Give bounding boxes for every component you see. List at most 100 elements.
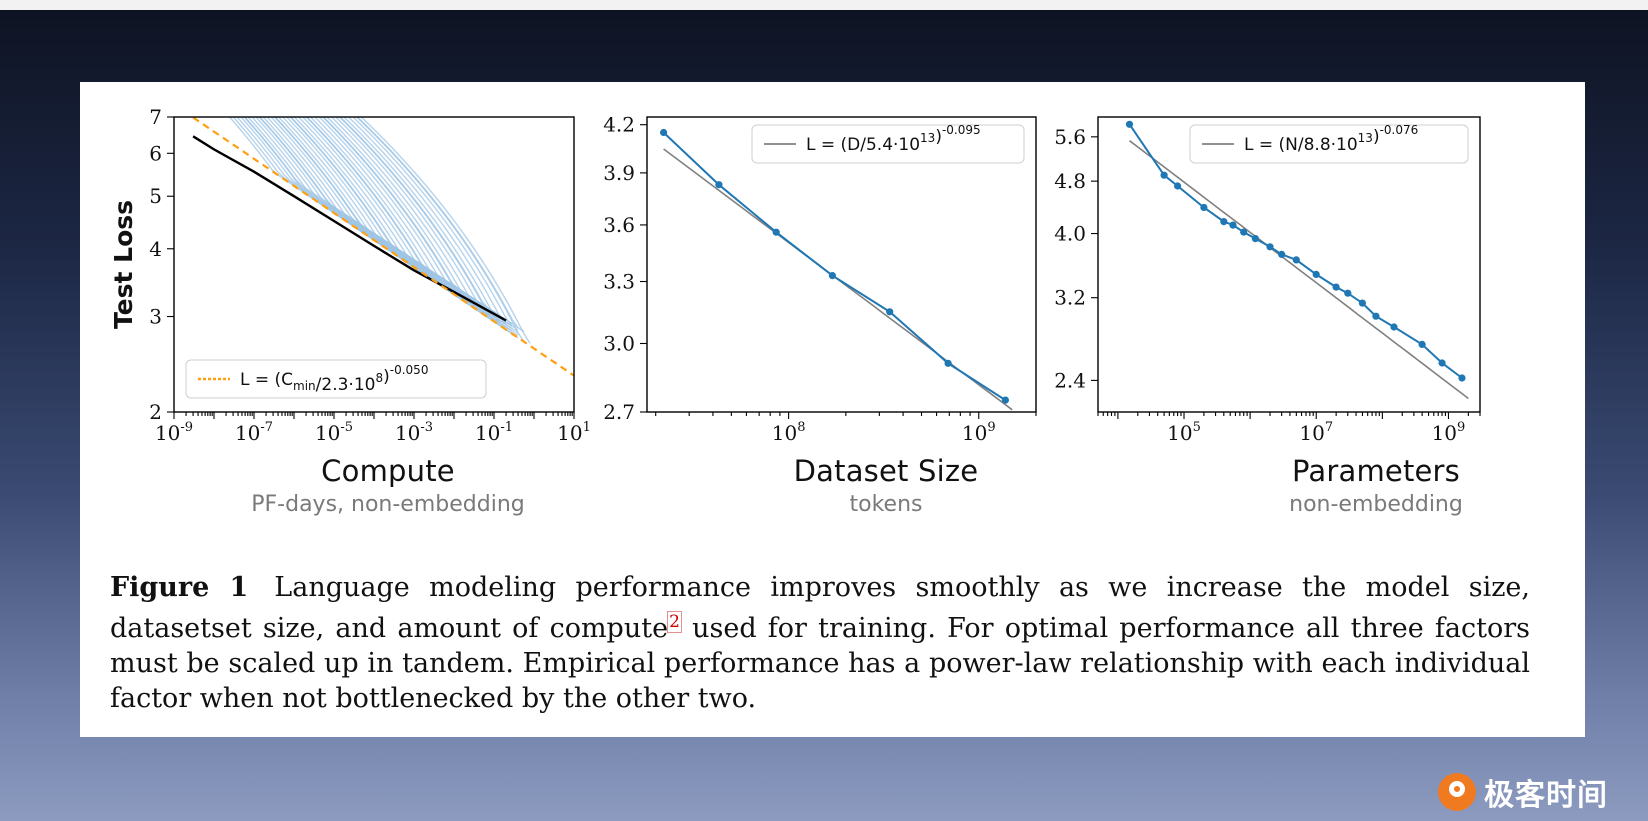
data-point [1390,323,1398,331]
data-point [1160,171,1168,179]
data-series-line [662,131,1006,401]
caption-text-1: Language modeling performance improves s… [110,572,1530,644]
training-curve [321,117,501,327]
y-tick-label: 3.0 [603,331,635,355]
legend-box [185,359,487,399]
legend: L = (N/8.8·1013)-0.076 [1189,123,1469,164]
y-tick-label: 3 [149,305,162,329]
legend-label: L = (D/5.4·1013)-0.095 [806,123,981,155]
training-curve [301,117,501,319]
brand-watermark: 极客时间 [1438,770,1608,814]
brand-name: 极客时间 [1484,778,1608,813]
legend: L = (Cmin/2.3·108)-0.050 [185,359,487,399]
legend-label: L = (Cmin/2.3·108)-0.050 [240,363,428,395]
training-curve [360,117,531,344]
data-point [828,272,837,280]
x-tick-label: 109 [962,420,996,445]
plot-area [192,117,574,377]
data-point [1278,250,1286,258]
y-tick-label: 2 [149,400,162,424]
y-tick-label: 4.0 [1054,222,1086,246]
y-tick-label: 4.2 [603,113,635,137]
data-point [886,308,894,316]
training-curve [297,117,495,318]
legend-box [751,124,1025,164]
data-point [1125,120,1134,128]
axes-frame [646,116,1037,413]
parameters-axis-subtitle: non-embedding [1289,492,1463,517]
data-point [1292,256,1300,264]
y-axis-title: Test Loss [109,200,138,329]
y-tick-label: 2.7 [603,400,635,424]
x-tick-label: 10-5 [315,420,353,445]
training-curve [338,117,495,322]
data-point [1174,182,1182,190]
data-point [1358,299,1366,307]
figure-card: 10-9 10-7 10-5 10-3 10-1 101 2 3 4 5 6 7 Test Loss L … [80,82,1585,737]
data-point [1240,228,1248,236]
x-tick-label: 10-1 [475,420,513,445]
x-tick-label: 101 [557,420,591,445]
data-point [1251,235,1259,243]
training-curve [351,117,513,327]
legend-box [1189,124,1469,164]
figure-caption: Figure 1 Language modeling performance im… [110,570,1530,716]
training-curve [318,117,495,315]
top-band [0,0,1648,10]
plot-area [1125,120,1469,400]
y-tick-label: 3.3 [603,270,635,294]
data-point [1458,374,1466,382]
y-tick-label: 3.6 [603,213,635,237]
plot-area [660,128,1013,411]
x-tick-label: 10-7 [235,420,273,445]
training-curve [334,117,519,331]
data-point [1438,359,1446,367]
chart-2: 108 109 2.7 3.0 3.3 3.6 3.9 4.2 L = (D/5.4·1013)… [603,113,1037,445]
x-tick-label: 10-3 [395,420,433,445]
training-curve [330,117,513,330]
y-tick-label: 7 [149,105,162,129]
brand-logo-icon [1438,773,1476,811]
x-tick-label: 108 [772,420,806,445]
data-point [660,128,668,137]
compute-frontier-line [192,135,507,322]
dataset-axis-title: Dataset Size [793,454,979,488]
y-tick-label: 5.6 [1054,125,1086,149]
data-point [1200,203,1208,212]
y-tick-label: 4 [149,237,162,261]
power-law-fit-line [192,117,574,377]
training-curve [342,117,501,324]
dataset-axis-subtitle: tokens [849,492,923,517]
data-point [1372,312,1380,320]
caption-text-2: used for training. For optimal performan… [110,613,1530,714]
data-point [1266,243,1274,251]
charts-svg: 10-9 10-7 10-5 10-3 10-1 101 2 3 4 5 6 7 Test Loss L … [109,105,1481,445]
training-curve [355,117,525,343]
data-point [1220,218,1228,226]
x-tick-label: 105 [1167,420,1201,445]
data-point [1229,221,1237,229]
data-point [1001,396,1010,404]
y-tick-label: 3.2 [1054,286,1086,310]
data-point [1418,340,1426,348]
axes-frame [1097,116,1481,413]
legend: L = (D/5.4·1013)-0.095 [751,123,1025,164]
data-point [715,181,723,189]
data-point [1344,289,1352,297]
compute-axis-subtitle: PF-days, non-embedding [251,492,525,517]
data-point [1332,283,1340,291]
footnote-link[interactable]: 2 [667,611,682,633]
data-point [772,228,780,236]
chart-1: 10-9 10-7 10-5 10-3 10-1 101 2 3 4 5 6 7 Test Loss L … [109,105,591,445]
legend-label: L = (N/8.8·1013)-0.076 [1244,123,1418,155]
parameters-axis-title: Parameters [1292,454,1460,488]
compute-axis-title: Compute [321,454,455,488]
y-tick-label: 3.9 [603,161,635,185]
data-point [1312,270,1320,278]
x-tick-label: 10-9 [155,420,193,445]
training-curve [326,117,507,328]
chart-3: 105 107 109 2.4 3.2 4.0 4.8 5.6 L = (N/8.8·1013)… [1054,116,1481,445]
data-point [944,359,952,367]
y-tick-label: 2.4 [1054,368,1086,392]
y-tick-label: 4.8 [1054,169,1086,193]
